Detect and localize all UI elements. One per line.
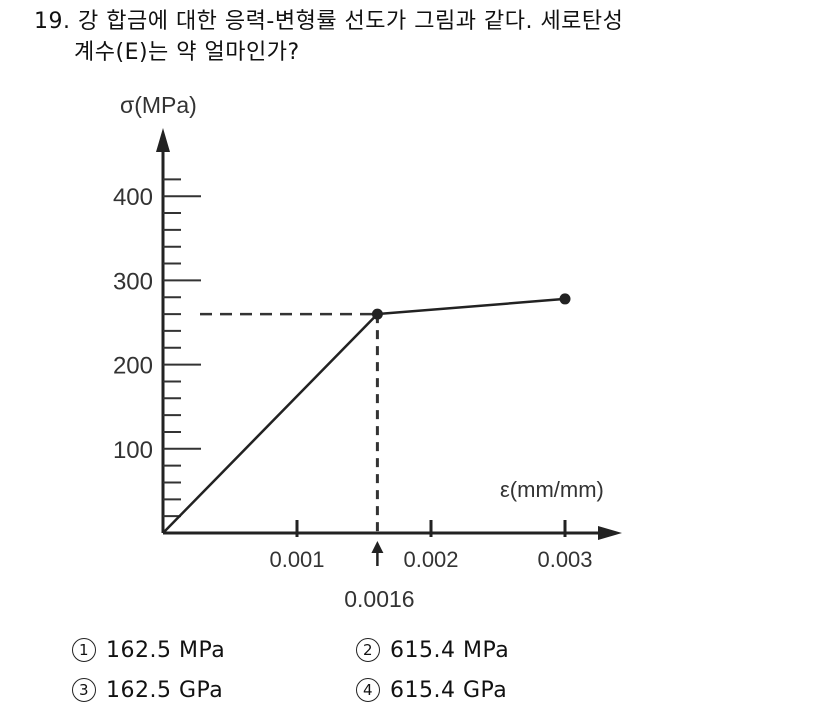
y-tick-label: 100 [113,437,153,464]
question-stem-line-1: 강 합금에 대한 응력-변형률 선도가 그림과 같다. 세로탄성 [78,9,624,34]
annotation-label: 0.0016 [344,586,414,612]
choice-4[interactable]: 4 615.4 GPa [356,678,507,703]
y-tick-label: 400 [113,184,153,211]
choice-4-text: 615.4 GPa [390,678,508,703]
y-tick-label: 300 [113,268,153,295]
data-point-2 [559,293,571,305]
y-axis-label: σ(MPa) [120,92,197,118]
data-point-1 [371,308,383,320]
choice-4-number: 4 [356,678,380,702]
choice-1[interactable]: 1 162.5 MPa [72,638,225,663]
choice-2-text: 615.4 MPa [390,638,510,663]
x-axis-label: ε(mm/mm) [500,477,604,502]
x-tick-label: 0.002 [403,547,458,572]
x-tick-label: 0.003 [537,547,592,572]
question-text: 19. 강 합금에 대한 응력-변형률 선도가 그림과 같다. 세로탄성 계수(… [34,6,794,68]
question-number: 19. [34,9,71,34]
choice-1-text: 162.5 MPa [106,638,226,663]
y-tick-label: 200 [113,353,153,380]
choice-3-number: 3 [72,678,96,702]
choice-2[interactable]: 2 615.4 MPa [356,638,509,663]
x-tick-label: 0.001 [269,547,324,572]
choice-3-text: 162.5 GPa [106,678,224,703]
choice-1-number: 1 [72,638,96,662]
choice-2-number: 2 [356,638,380,662]
y-axis-arrow [156,128,170,152]
question-line-1: 19. 강 합금에 대한 응력-변형률 선도가 그림과 같다. 세로탄성 [34,6,794,37]
choice-3[interactable]: 3 162.5 GPa [72,678,223,703]
annotation-arrow-head [371,541,384,553]
chart-layer: 100 200 300 400 0.001 0.002 0.003 σ(MPa) ε(mm/mm… [113,92,622,612]
x-axis-arrow [598,526,622,540]
question-stem-line-2: 계수(E)는 약 얼마인가? [74,40,300,65]
